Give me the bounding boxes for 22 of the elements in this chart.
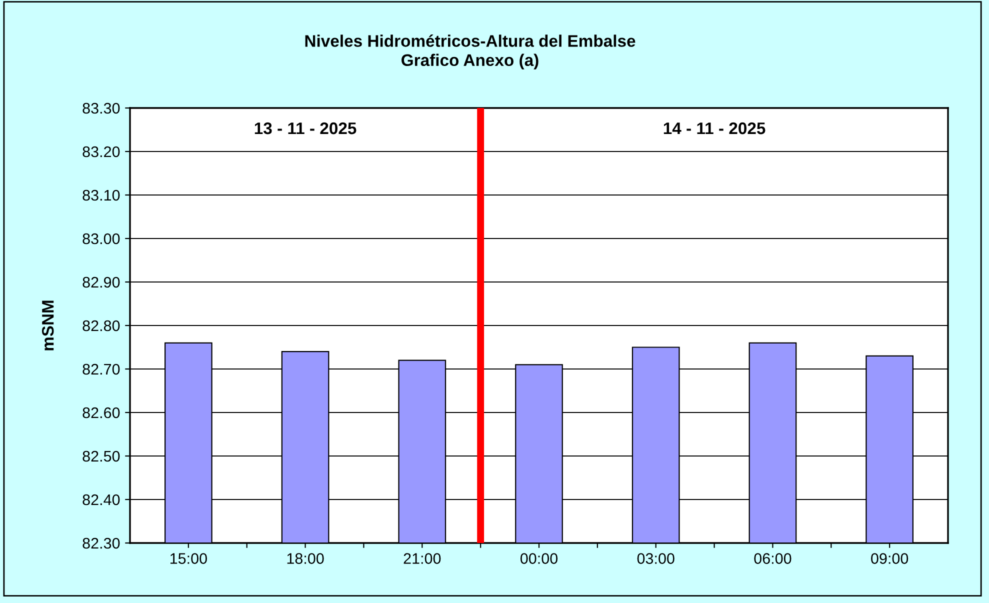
chart-title: Niveles Hidrométricos-Altura del Embalse Grafico Anexo (a) (305, 34, 636, 70)
x-tick-label: 00:00 (520, 553, 558, 564)
x-tick-label: 18:00 (287, 553, 324, 564)
y-tick-label: 83.20 (82, 146, 120, 158)
y-tick-label: 82.70 (82, 364, 120, 375)
x-tick-label: 09:00 (871, 553, 908, 564)
x-tick-label: 03:00 (637, 553, 674, 564)
y-tick-label: 82.50 (82, 450, 120, 462)
x-tick-label: 15:00 (170, 553, 207, 564)
x-tick-label: 21:00 (404, 553, 441, 564)
y-tick-label: 83.10 (82, 190, 120, 201)
y-tick-label: 83.00 (82, 233, 120, 244)
y-tick-label: 82.40 (82, 494, 120, 506)
y-axis-title: mSNM (42, 300, 54, 350)
annotation: 14 - 11 - 2025 (664, 122, 766, 134)
x-tick-label: 06:00 (754, 553, 792, 564)
y-tick-label: 83.30 (82, 102, 120, 114)
y-tick-label: 82.60 (82, 407, 120, 418)
y-tick-label: 82.80 (82, 320, 120, 332)
y-tick-label: 82.30 (82, 538, 120, 549)
annotation: 13 - 11 - 2025 (254, 122, 356, 134)
y-tick-label: 82.90 (82, 276, 120, 288)
